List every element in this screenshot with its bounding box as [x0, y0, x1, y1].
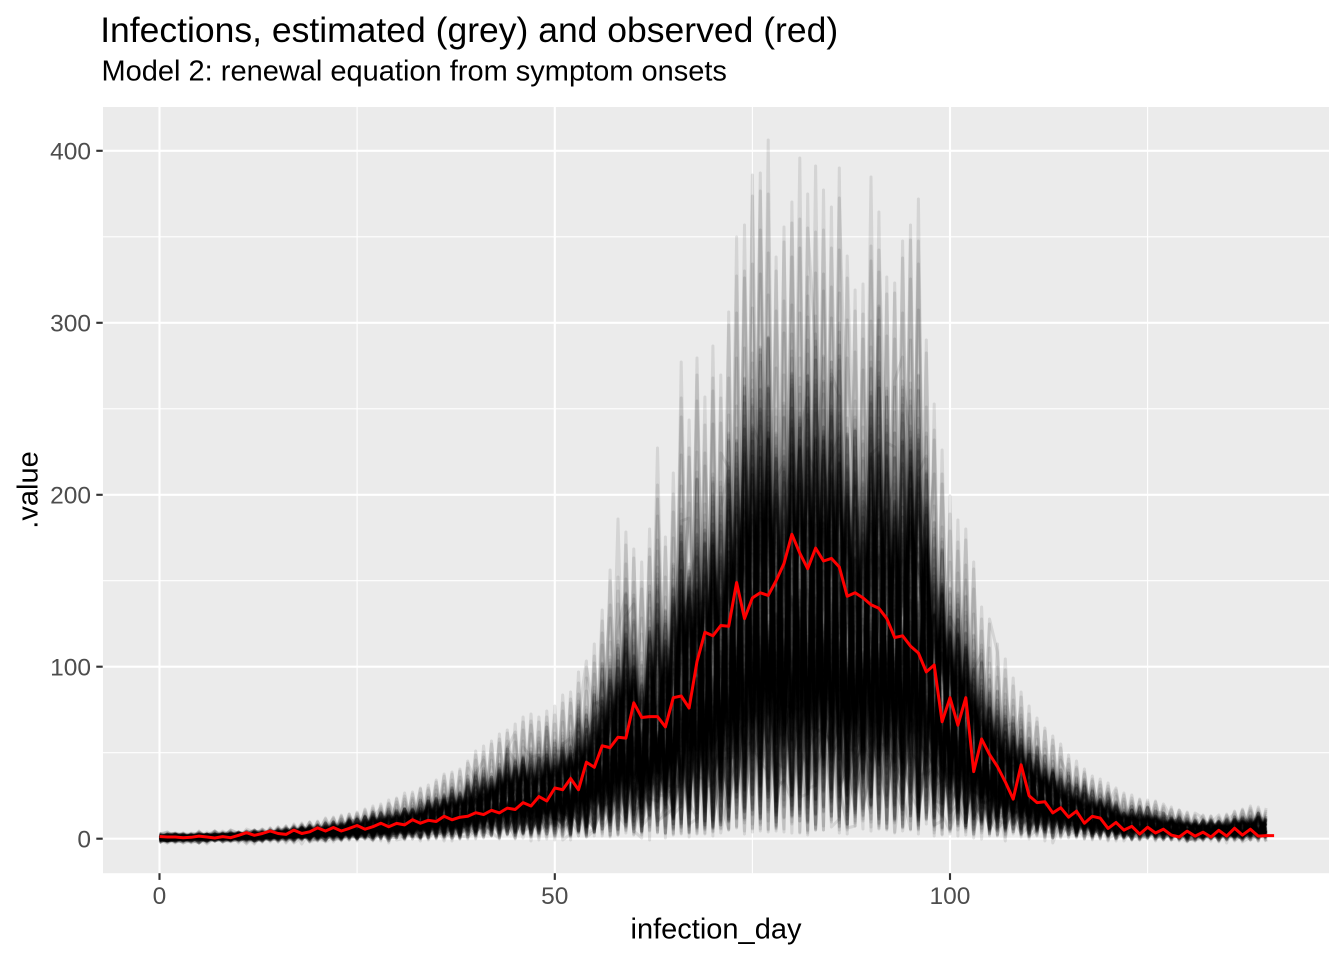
svg-text:Model 2: renewal equation from: Model 2: renewal equation from symptom o…	[102, 55, 727, 87]
svg-text:400: 400	[50, 139, 91, 166]
svg-text:100: 100	[50, 654, 91, 681]
svg-text:200: 200	[50, 483, 91, 510]
svg-text:Infections, estimated (grey) a: Infections, estimated (grey) and observe…	[100, 10, 838, 50]
svg-text:300: 300	[50, 311, 91, 338]
svg-text:.value: .value	[13, 451, 45, 528]
svg-text:50: 50	[541, 883, 568, 910]
svg-text:100: 100	[930, 883, 971, 910]
svg-text:0: 0	[153, 883, 167, 910]
svg-text:0: 0	[77, 826, 91, 853]
svg-text:infection_day: infection_day	[631, 914, 802, 946]
